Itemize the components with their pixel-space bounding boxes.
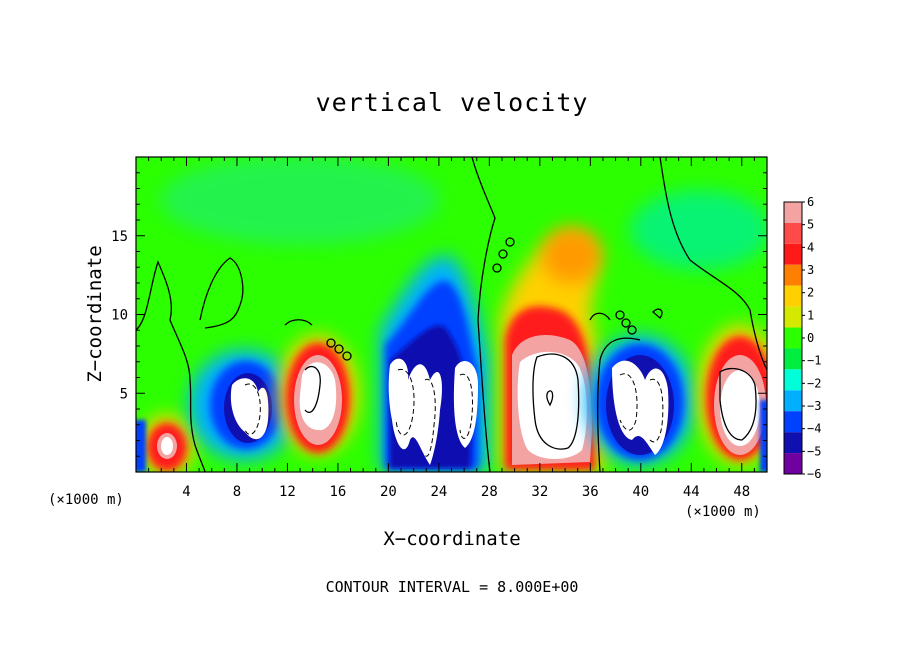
chart-title: vertical velocity [315,88,589,117]
colorbar-swatch [784,243,802,265]
colorbar-label: 1 [807,308,814,322]
colorbar-label: 5 [807,218,814,232]
colorbar-label: −4 [807,422,821,436]
x-tick-label: 20 [380,484,397,500]
colorbar-label: 6 [807,195,814,209]
downdraft-region [585,335,695,465]
x-unit-label-right: (×1000 m) [685,504,761,520]
x-tick-label: 8 [233,484,241,500]
colorbar-label: −5 [807,444,821,458]
colorbar-swatch [784,390,802,412]
updraft-region [698,325,767,465]
colorbar-label: 4 [807,240,814,254]
x-unit-label-left: (×1000 m) [48,492,124,508]
velocity-field [136,157,767,472]
updraft-region [139,415,195,472]
x-tick-label: 16 [329,484,346,500]
downdraft-region [380,256,490,470]
x-tick-label: 36 [582,484,599,500]
colorbar-swatch [784,285,802,307]
colorbar-swatch [784,453,802,474]
x-tick-label: 12 [279,484,296,500]
y-tick-label: 5 [120,386,128,402]
colorbar-label: 3 [807,263,814,277]
x-tick-label: 48 [733,484,750,500]
x-tick-label: 24 [430,484,447,500]
colorbar-label: 0 [807,331,814,345]
colorbar: 6 5 4 3 2 1 0 −1 −2 −3 −4 −5 −6 [783,195,821,481]
x-axis-label: X−coordinate [383,528,521,550]
x-tick-label: 4 [182,484,190,500]
colorbar-label: −2 [807,376,821,390]
x-tick-label: 40 [632,484,649,500]
colorbar-swatch [784,432,802,454]
colorbar-label: −1 [807,354,821,368]
colorbar-swatch [784,327,802,349]
x-tick-label: 28 [481,484,498,500]
colorbar-label: 2 [807,286,814,300]
x-tick-label: 44 [683,484,700,500]
x-axis: 4 8 12 16 20 24 28 32 36 40 44 48 [148,157,755,500]
x-tick-label: 32 [531,484,548,500]
colorbar-swatch [784,222,802,244]
downdraft-region [189,350,299,460]
colorbar-swatch [784,369,802,391]
y-axis-label: Z−coordinate [84,245,106,383]
colorbar-swatch [784,348,802,370]
y-axis: 5 10 15 [111,172,767,457]
colorbar-swatch [784,306,802,328]
colorbar-swatch [784,264,802,286]
colorbar-swatch [784,411,802,433]
colorbar-label: −6 [807,467,821,481]
contour-interval-note: CONTOUR INTERVAL = 8.000E+00 [325,578,579,596]
negative-contours [244,368,664,457]
zero-contours [136,157,767,472]
y-tick-label: 10 [111,308,128,324]
colorbar-label: −3 [807,399,821,413]
y-tick-label: 15 [111,229,128,245]
colorbar-swatch [784,202,802,223]
